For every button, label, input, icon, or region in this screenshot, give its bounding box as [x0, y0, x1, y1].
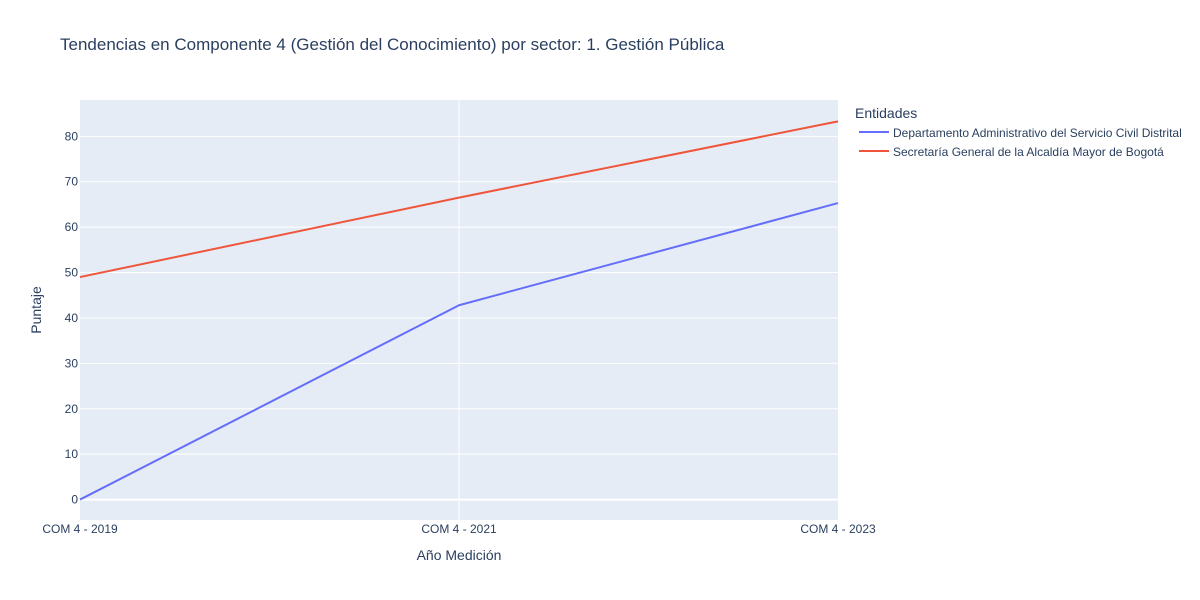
series-lines — [79, 120, 839, 501]
y-tick-label: 60 — [65, 220, 79, 234]
legend-item-1[interactable]: Departamento Administrativo del Servicio… — [859, 126, 1182, 140]
y-tick-label: 40 — [65, 311, 79, 325]
x-axis-ticks: COM 4 - 2019 COM 4 - 2021 COM 4 - 2023 — [42, 522, 876, 536]
y-tick-label: 30 — [65, 356, 79, 370]
x-tick-label: COM 4 - 2019 — [42, 522, 118, 536]
series-line-2[interactable] — [79, 120, 839, 279]
legend-label: Departamento Administrativo del Servicio… — [893, 126, 1182, 140]
y-tick-label: 80 — [65, 129, 79, 143]
x-tick-label: COM 4 - 2021 — [421, 522, 497, 536]
y-axis-title: Puntaje — [28, 286, 44, 334]
y-tick-label: 10 — [65, 447, 79, 461]
y-tick-label: 20 — [65, 402, 79, 416]
legend-item-2[interactable]: Secretaría General de la Alcaldía Mayor … — [859, 145, 1164, 159]
legend[interactable]: Entidades Departamento Administrativo de… — [855, 105, 1182, 159]
legend-title: Entidades — [855, 105, 917, 121]
y-tick-label: 50 — [65, 266, 79, 280]
gridlines — [80, 100, 838, 520]
x-tick-label: COM 4 - 2023 — [800, 522, 876, 536]
y-axis-ticks: 0 10 20 30 40 50 60 70 80 — [65, 129, 79, 506]
x-axis-title: Año Medición — [417, 547, 502, 563]
y-tick-label: 70 — [65, 175, 79, 189]
series-line-1[interactable] — [79, 202, 839, 501]
chart-title: Tendencias en Componente 4 (Gestión del … — [60, 35, 725, 54]
legend-label: Secretaría General de la Alcaldía Mayor … — [893, 145, 1164, 159]
y-tick-label: 0 — [71, 493, 78, 507]
